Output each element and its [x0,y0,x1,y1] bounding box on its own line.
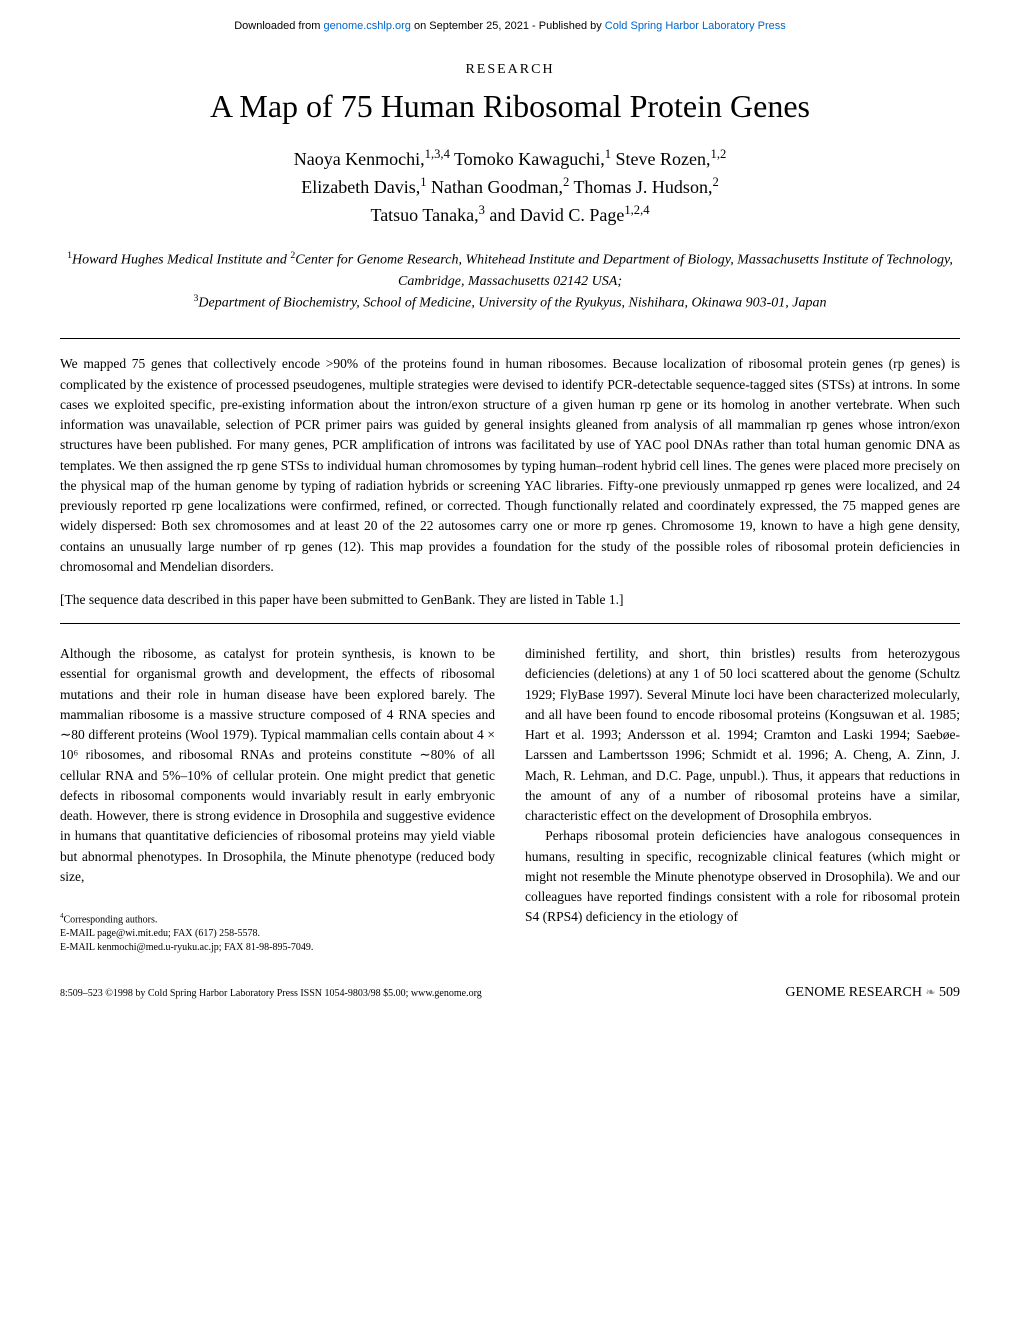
copyright-text: 8:509–523 ©1998 by Cold Spring Harbor La… [60,988,482,999]
affil-text: Center for Genome Research, Whitehead In… [295,253,953,289]
email-line: E-MAIL page@wi.mit.edu; FAX (617) 258-55… [60,928,260,939]
author-affil-sup: 1,2 [711,147,727,161]
author-name: Tatsuo Tanaka, [370,205,478,225]
download-prefix: Downloaded from [234,20,323,32]
author-name: Steve Rozen, [611,149,710,169]
affil-text: Department of Biochemistry, School of Me… [198,295,826,310]
journal-label: GENOME RESEARCH [785,985,922,1000]
affiliations: 1Howard Hughes Medical Institute and 2Ce… [60,249,960,313]
author-name: Thomas J. Hudson, [569,177,712,197]
section-label: RESEARCH [60,62,960,78]
page-number: 509 [939,985,960,1000]
affil-text: Howard Hughes Medical Institute and [72,253,290,268]
author-name: Tomoko Kawaguchi, [450,149,605,169]
body-columns: Although the ribosome, as catalyst for p… [60,644,960,955]
divider-bottom [60,623,960,624]
genome-link[interactable]: genome.cshlp.org [323,20,410,32]
publisher-link[interactable]: Cold Spring Harbor Laboratory Press [605,20,786,32]
divider-top [60,338,960,339]
author-name: Elizabeth Davis, [301,177,420,197]
author-name: Naoya Kenmochi, [294,149,425,169]
email-line: E-MAIL kenmochi@med.u-ryuku.ac.jp; FAX 8… [60,942,313,953]
authors: Naoya Kenmochi,1,3,4 Tomoko Kawaguchi,1 … [60,145,960,229]
body-paragraph: Although the ribosome, as catalyst for p… [60,644,495,887]
author-affil-sup: 2 [712,175,718,189]
download-middle: on September 25, 2021 - Published by [411,20,605,32]
leaf-icon: ❧ [925,985,935,999]
abstract: We mapped 75 genes that collectively enc… [60,354,960,577]
left-column: Although the ribosome, as catalyst for p… [60,644,495,955]
right-column: diminished fertility, and short, thin br… [525,644,960,955]
body-paragraph: diminished fertility, and short, thin br… [525,644,960,826]
corresponding-authors: Corresponding authors. [64,914,158,925]
page-footer: 8:509–523 ©1998 by Cold Spring Harbor La… [60,985,960,1001]
body-paragraph: Perhaps ribosomal protein deficiencies h… [525,826,960,927]
journal-name: GENOME RESEARCH ❧ 509 [785,985,960,1001]
author-affil-sup: 1,2,4 [624,203,649,217]
author-name: Nathan Goodman, [427,177,563,197]
article-title: A Map of 75 Human Ribosomal Protein Gene… [60,88,960,125]
author-affil-sup: 1,3,4 [425,147,450,161]
footnotes: 4Corresponding authors. E-MAIL page@wi.m… [60,912,495,955]
download-header: Downloaded from genome.cshlp.org on Sept… [60,20,960,32]
submission-note: [The sequence data described in this pap… [60,592,960,608]
author-name: and David C. Page [485,205,624,225]
